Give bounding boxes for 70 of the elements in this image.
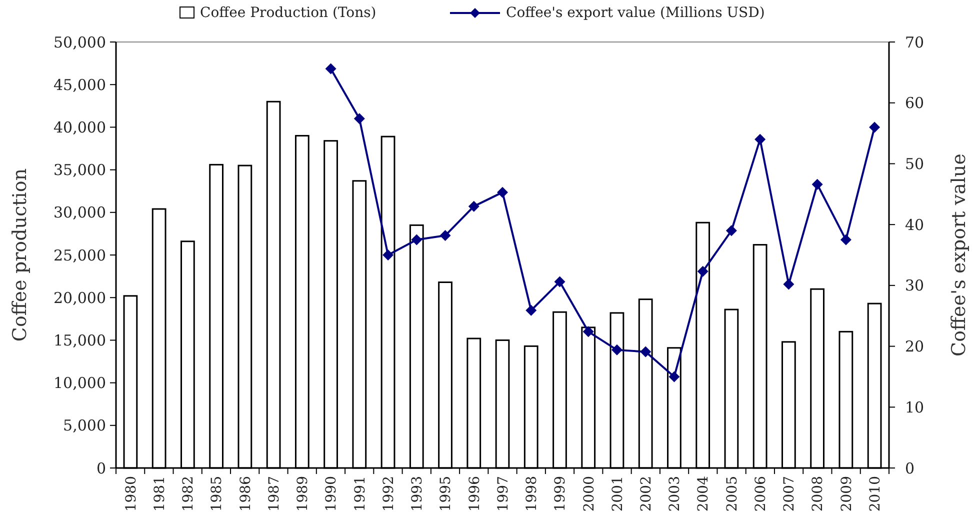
y2-tick-label: 20 <box>905 338 924 356</box>
y-tick-label: 5,000 <box>63 416 106 435</box>
y-tick-label: 0 <box>96 459 106 478</box>
y-tick-label: 15,000 <box>54 331 106 350</box>
y2-tick-label: 0 <box>905 459 915 478</box>
point <box>325 63 336 74</box>
x-tick-label: 1995 <box>438 476 454 512</box>
x-tick-label: 1981 <box>152 476 168 512</box>
y-tick-label: 20,000 <box>54 288 106 307</box>
x-tick-label: 1997 <box>495 476 512 512</box>
x-tick-label: 2006 <box>752 476 769 512</box>
x-tick-label: 1986 <box>238 476 254 512</box>
x-tick-label: 1990 <box>324 476 340 512</box>
point <box>754 134 766 145</box>
x-tick-label: 1989 <box>295 476 312 512</box>
point <box>526 304 537 316</box>
x-tick-label: 1982 <box>180 476 197 512</box>
point <box>726 225 737 236</box>
y-tick-label: 30,000 <box>54 204 106 222</box>
point <box>697 266 708 277</box>
x-tick-label: 1998 <box>524 476 540 512</box>
x-tick-label: 2007 <box>782 476 798 512</box>
x-tick-label: 2002 <box>638 476 654 512</box>
point <box>611 344 622 356</box>
y-tick-label: 25,000 <box>54 246 106 264</box>
point <box>497 186 508 198</box>
y2-tick-label: 60 <box>905 94 924 112</box>
x-tick-label: 1985 <box>209 476 226 512</box>
point <box>554 276 566 288</box>
point <box>640 346 652 358</box>
x-tick-label: 1987 <box>266 476 282 512</box>
x-tick-label: 2008 <box>810 476 826 512</box>
x-tick-label: 2001 <box>610 476 626 512</box>
point <box>440 230 451 242</box>
x-tick-label: 1980 <box>123 476 140 512</box>
x-tick-label: 1996 <box>466 476 483 512</box>
x-tick-label: 1992 <box>380 476 397 512</box>
x-tick-label: 1999 <box>552 476 569 512</box>
x-tick-label: 2004 <box>696 476 712 512</box>
point <box>382 250 394 260</box>
y2-tick-label: 70 <box>905 33 924 52</box>
legend-label: Coffee Production (Tons) <box>200 5 376 21</box>
y2-axis-title: Coffee's export value <box>948 154 970 356</box>
point <box>468 200 480 212</box>
point <box>582 326 594 338</box>
y2-tick-label: 50 <box>905 154 924 173</box>
point <box>812 178 823 190</box>
x-tick-label: 2009 <box>838 476 855 512</box>
point <box>869 122 880 133</box>
point <box>354 113 365 124</box>
y-tick-label: 40,000 <box>54 118 106 136</box>
y-axis-title: Coffee production <box>9 168 31 342</box>
x-tick-label: 2000 <box>581 476 598 512</box>
y2-tick-label: 40 <box>905 216 924 234</box>
y-tick-label: 50,000 <box>54 33 106 52</box>
y-tick-label: 45,000 <box>54 76 106 94</box>
legend-label: Coffee's export value (Millions USD) <box>506 5 765 21</box>
x-tick-label: 2003 <box>667 476 684 512</box>
y2-tick-label: 10 <box>905 398 924 416</box>
point <box>411 234 422 246</box>
x-tick-label: 2005 <box>724 476 740 512</box>
point <box>783 278 794 290</box>
point <box>668 371 680 382</box>
x-tick-label: 2010 <box>867 476 884 512</box>
y-tick-label: 35,000 <box>54 161 106 180</box>
x-tick-label: 1991 <box>352 476 368 512</box>
point <box>840 234 852 246</box>
x-tick-label: 1993 <box>410 476 426 512</box>
y-tick-label: 10,000 <box>54 374 106 392</box>
y2-tick-label: 30 <box>905 276 924 295</box>
